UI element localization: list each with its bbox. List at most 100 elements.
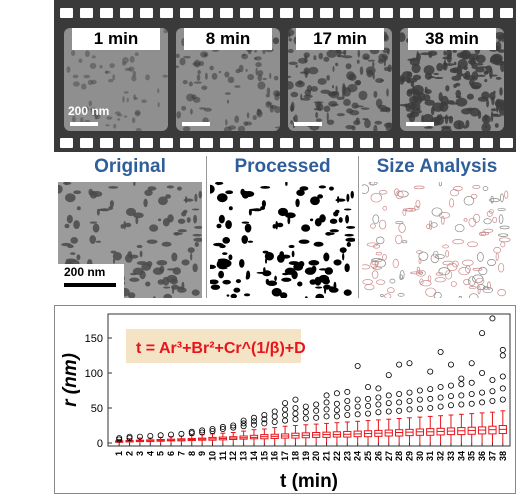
particle-outline — [397, 293, 405, 297]
outlier-point — [468, 379, 475, 386]
particle — [489, 67, 493, 79]
size-analysis-image — [362, 182, 511, 298]
particle-outline — [399, 274, 403, 281]
particle — [198, 190, 202, 199]
particle-outline — [482, 186, 489, 191]
box — [374, 385, 383, 443]
particle-outline — [498, 262, 505, 273]
outlier-point — [292, 410, 299, 417]
particle — [187, 247, 195, 253]
particle — [212, 49, 219, 52]
particle — [129, 254, 139, 259]
particle-mask — [329, 218, 338, 224]
particle — [245, 68, 248, 72]
particle-mask — [333, 211, 339, 217]
particle-mask — [326, 232, 335, 235]
particle — [129, 56, 135, 63]
outlier-point — [282, 417, 289, 424]
particle — [378, 53, 389, 62]
particle-outline — [433, 291, 442, 298]
outlier-point — [447, 361, 454, 368]
particle-outline — [435, 272, 444, 276]
particle — [70, 252, 76, 255]
particle — [141, 99, 147, 104]
film-sprocket-hole — [240, 8, 253, 18]
particle-outline — [446, 262, 458, 272]
particle-outline — [429, 220, 433, 230]
particle — [255, 67, 258, 76]
particle — [326, 49, 338, 58]
particle-mask — [228, 254, 233, 261]
equation-box — [126, 329, 301, 363]
particle — [113, 124, 117, 129]
box — [198, 427, 207, 443]
film-sprocket-hole — [360, 138, 373, 148]
particle — [422, 113, 434, 124]
particle — [300, 93, 303, 101]
particle — [91, 79, 97, 85]
particle-outline — [392, 258, 399, 269]
particle-mask — [298, 239, 310, 244]
film-frame-label: 38 min — [408, 28, 496, 50]
particle — [320, 89, 331, 94]
film-sprocket-hole — [80, 8, 93, 18]
film-scale-label: 200 nm — [68, 104, 110, 118]
particle — [204, 72, 208, 80]
particle-mask — [216, 193, 228, 203]
particle-outline — [438, 211, 451, 219]
particle — [446, 53, 452, 63]
particle-outline — [478, 266, 488, 276]
particle-outline — [463, 218, 468, 222]
particle — [181, 211, 187, 217]
outlier-point — [199, 427, 206, 434]
outlier-point — [230, 424, 237, 431]
outlier-point — [323, 392, 330, 399]
particle — [355, 79, 362, 86]
particle — [451, 75, 462, 81]
box — [229, 422, 238, 443]
particle — [386, 48, 390, 55]
outlier-point — [406, 406, 413, 413]
particle — [132, 70, 137, 77]
particle — [73, 220, 80, 230]
particle — [449, 68, 457, 73]
film-sprocket-hole — [480, 138, 493, 148]
particle — [191, 208, 200, 211]
particle — [486, 99, 489, 108]
particle — [295, 64, 299, 68]
particle — [477, 110, 482, 119]
particle — [157, 279, 165, 285]
particle-outline — [458, 295, 463, 298]
particle-outline — [467, 241, 478, 248]
particle — [455, 89, 462, 98]
particle-outline — [426, 223, 431, 230]
film-sprocket-hole — [260, 138, 273, 148]
particle — [167, 214, 174, 223]
particle-mask — [264, 258, 268, 264]
x-tick-label: 31 — [425, 451, 435, 461]
box — [426, 368, 435, 443]
particle — [186, 217, 191, 223]
particle — [109, 200, 114, 208]
particle-outline — [469, 293, 479, 298]
film-frame-label: 1 min — [72, 28, 160, 50]
box — [353, 363, 362, 443]
particle-outline — [483, 228, 494, 233]
particle — [491, 53, 503, 64]
particle-mask — [346, 193, 350, 202]
particle — [152, 267, 164, 275]
particle-outline — [482, 286, 489, 290]
particle — [157, 218, 162, 222]
particle-mask — [328, 287, 339, 293]
outlier-point — [375, 409, 382, 416]
box — [280, 400, 290, 443]
particle — [326, 119, 335, 125]
particle-mask — [210, 279, 219, 285]
particle — [444, 114, 449, 125]
outlier-point — [385, 372, 392, 379]
particle-mask — [243, 190, 255, 198]
particle-mask — [318, 185, 327, 189]
particle — [420, 52, 431, 56]
x-tick-label: 29 — [405, 451, 415, 461]
particle-mask — [222, 279, 231, 285]
